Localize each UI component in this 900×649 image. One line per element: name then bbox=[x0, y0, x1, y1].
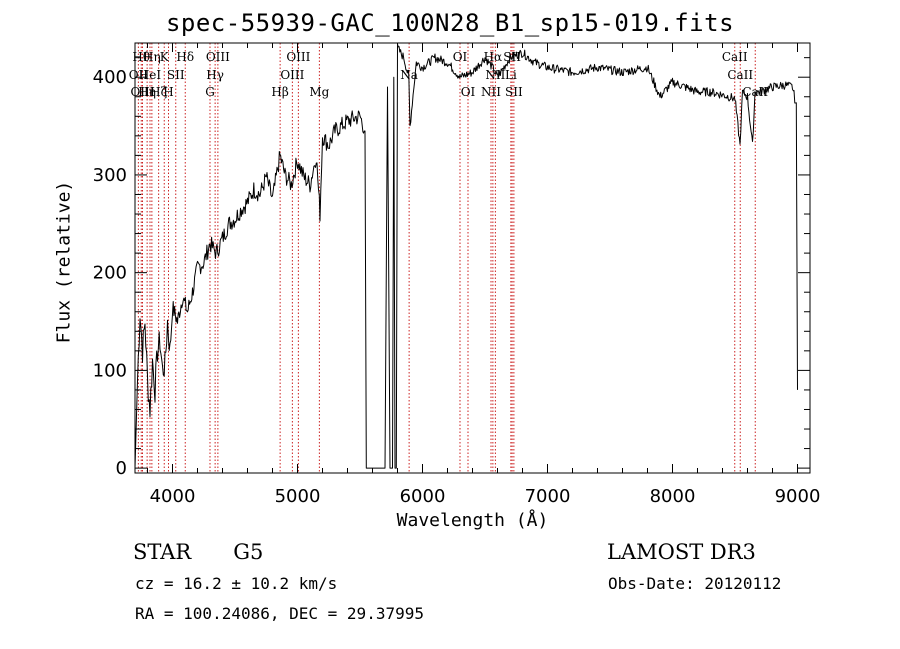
line-label-5: Hη bbox=[143, 50, 161, 64]
x-tick-label-5000: 5000 bbox=[275, 486, 321, 507]
x-tick-label-4000: 4000 bbox=[150, 486, 196, 507]
line-label-27: CaII bbox=[722, 50, 748, 64]
line-label-19: OI bbox=[453, 50, 468, 64]
line-label-28: CaII bbox=[727, 68, 753, 82]
observation-date: Obs-Date: 20120112 bbox=[608, 574, 782, 593]
line-label-18: Na bbox=[400, 68, 418, 82]
line-label-1: Hθ bbox=[132, 50, 150, 64]
object-class: STAR bbox=[133, 540, 192, 564]
line-label-10: Hδ bbox=[176, 50, 194, 64]
x-tick-label-8000: 8000 bbox=[650, 486, 696, 507]
line-label-11: G bbox=[205, 85, 215, 99]
line-label-24: Li bbox=[505, 68, 517, 82]
line-label-15: OIII bbox=[280, 68, 304, 82]
line-label-2: OIII bbox=[130, 85, 154, 99]
line-label-20: OI bbox=[461, 85, 476, 99]
flux-series bbox=[134, 43, 798, 469]
line-label-26: SII bbox=[505, 85, 523, 99]
line-label-16: OIII bbox=[286, 50, 310, 64]
line-label-0: OII bbox=[129, 68, 149, 82]
line-label-13: OIII bbox=[206, 50, 230, 64]
x-tick-label-7000: 7000 bbox=[525, 486, 571, 507]
y-tick-label-200: 200 bbox=[93, 263, 127, 284]
y-tick-label-400: 400 bbox=[93, 67, 127, 88]
y-tick-label-300: 300 bbox=[93, 165, 127, 186]
line-label-6: Hζ bbox=[150, 85, 167, 99]
line-label-14: Hβ bbox=[271, 85, 288, 99]
line-label-23: NII bbox=[485, 68, 505, 82]
redshift-velocity: cz = 16.2 ± 10.2 km/s bbox=[135, 574, 338, 593]
line-label-29: CaII bbox=[742, 85, 768, 99]
chart-title: spec-55939-GAC_100N28_B1_sp15-019.fits bbox=[165, 9, 735, 37]
line-label-17: Mg bbox=[309, 85, 329, 99]
line-label-7: K bbox=[160, 50, 170, 64]
y-axis-label: Flux (relative) bbox=[53, 180, 75, 344]
ra-dec-coordinates: RA = 100.24086, DEC = 29.37995 bbox=[135, 604, 424, 623]
x-tick-label-6000: 6000 bbox=[400, 486, 446, 507]
line-label-9: SII bbox=[167, 68, 185, 82]
object-class-row: STAR G5 bbox=[133, 540, 263, 564]
line-label-21: NII bbox=[481, 85, 501, 99]
line-label-3: Hη bbox=[138, 85, 156, 99]
line-label-4: HeI bbox=[139, 68, 162, 82]
plot-frame bbox=[134, 42, 811, 474]
x-tick-label-9000: 9000 bbox=[775, 486, 821, 507]
object-subclass: G5 bbox=[233, 540, 264, 564]
line-label-8: H bbox=[163, 85, 173, 99]
line-label-12: Hγ bbox=[206, 68, 224, 82]
line-label-22: Hα bbox=[484, 50, 503, 64]
x-axis-label: Wavelength (Å) bbox=[396, 510, 549, 531]
y-tick-label-100: 100 bbox=[93, 360, 127, 381]
y-tick-label-0: 0 bbox=[116, 458, 127, 479]
line-label-25: SII bbox=[503, 50, 521, 64]
survey-name: LAMOST DR3 bbox=[607, 540, 756, 564]
